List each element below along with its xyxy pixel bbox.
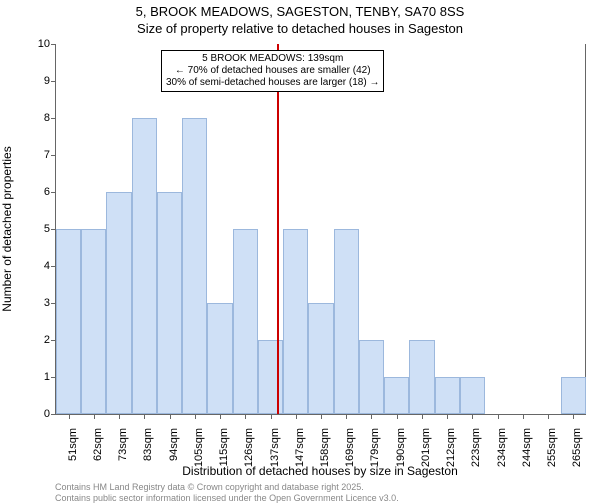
- y-tick-label: 3: [44, 297, 50, 309]
- x-tick-mark: [548, 414, 549, 419]
- x-tick-mark: [195, 414, 196, 419]
- y-tick-label: 1: [44, 371, 50, 383]
- x-tick-label: 255sqm: [546, 428, 558, 467]
- histogram-bar: [283, 229, 308, 414]
- y-tick-label: 8: [44, 112, 50, 124]
- x-tick-mark: [523, 414, 524, 419]
- x-tick-mark: [220, 414, 221, 419]
- x-tick-mark: [422, 414, 423, 419]
- histogram-bar: [359, 340, 384, 414]
- y-tick-mark: [51, 118, 56, 119]
- histogram-bar: [435, 377, 460, 414]
- x-tick-mark: [119, 414, 120, 419]
- y-tick-label: 7: [44, 149, 50, 161]
- x-tick-mark: [271, 414, 272, 419]
- x-tick-label: 201sqm: [420, 428, 432, 467]
- x-tick-label: 83sqm: [142, 428, 154, 461]
- x-tick-mark: [245, 414, 246, 419]
- x-tick-mark: [144, 414, 145, 419]
- histogram-bar: [460, 377, 485, 414]
- y-tick-label: 4: [44, 260, 50, 272]
- histogram-bar: [409, 340, 434, 414]
- x-tick-label: 51sqm: [67, 428, 79, 461]
- x-tick-label: 105sqm: [193, 428, 205, 467]
- histogram-bar: [207, 303, 232, 414]
- y-tick-mark: [51, 414, 56, 415]
- x-tick-label: 126sqm: [243, 428, 255, 467]
- histogram-bar: [182, 118, 207, 414]
- x-tick-mark: [69, 414, 70, 419]
- x-tick-mark: [296, 414, 297, 419]
- annotation-line2: ← 70% of detached houses are smaller (42…: [166, 65, 379, 77]
- x-tick-label: 73sqm: [117, 428, 129, 461]
- chart-title-line2: Size of property relative to detached ho…: [0, 21, 600, 36]
- x-tick-mark: [447, 414, 448, 419]
- x-tick-label: 62sqm: [92, 428, 104, 461]
- histogram-bar: [81, 229, 106, 414]
- footer-line1: Contains HM Land Registry data © Crown c…: [55, 482, 399, 493]
- y-tick-mark: [51, 303, 56, 304]
- x-tick-mark: [472, 414, 473, 419]
- histogram-bar: [561, 377, 586, 414]
- histogram-bar: [106, 192, 131, 414]
- x-tick-label: 169sqm: [344, 428, 356, 467]
- x-tick-label: 94sqm: [168, 428, 180, 461]
- y-tick-mark: [51, 229, 56, 230]
- x-tick-mark: [573, 414, 574, 419]
- y-tick-mark: [51, 155, 56, 156]
- x-tick-mark: [397, 414, 398, 419]
- footer-attribution: Contains HM Land Registry data © Crown c…: [55, 482, 399, 504]
- annotation-line3: 30% of semi-detached houses are larger (…: [166, 77, 379, 89]
- y-tick-label: 2: [44, 334, 50, 346]
- x-tick-label: 234sqm: [496, 428, 508, 467]
- y-tick-label: 5: [44, 223, 50, 235]
- x-tick-label: 179sqm: [369, 428, 381, 467]
- x-tick-label: 147sqm: [294, 428, 306, 467]
- y-tick-label: 9: [44, 75, 50, 87]
- histogram-bar: [56, 229, 81, 414]
- y-tick-mark: [51, 192, 56, 193]
- x-tick-mark: [321, 414, 322, 419]
- annotation-box: 5 BROOK MEADOWS: 139sqm← 70% of detached…: [161, 50, 384, 92]
- y-tick-label: 6: [44, 186, 50, 198]
- x-tick-mark: [498, 414, 499, 419]
- x-tick-label: 190sqm: [395, 428, 407, 467]
- x-tick-label: 115sqm: [218, 428, 230, 466]
- x-axis-label: Distribution of detached houses by size …: [55, 464, 585, 478]
- x-tick-label: 265sqm: [571, 428, 583, 467]
- x-tick-mark: [94, 414, 95, 419]
- chart-container: 5, BROOK MEADOWS, SAGESTON, TENBY, SA70 …: [0, 0, 600, 500]
- property-marker-line: [277, 44, 279, 414]
- plot-area: 51sqm62sqm73sqm83sqm94sqm105sqm115sqm126…: [55, 44, 586, 415]
- x-tick-label: 212sqm: [445, 428, 457, 467]
- x-tick-label: 158sqm: [319, 428, 331, 467]
- histogram-bar: [384, 377, 409, 414]
- chart-title-line1: 5, BROOK MEADOWS, SAGESTON, TENBY, SA70 …: [0, 4, 600, 19]
- y-tick-mark: [51, 377, 56, 378]
- histogram-bar: [334, 229, 359, 414]
- x-tick-mark: [170, 414, 171, 419]
- histogram-bar: [157, 192, 182, 414]
- y-axis-label: Number of detached properties: [0, 146, 14, 311]
- histogram-bar: [308, 303, 333, 414]
- y-tick-mark: [51, 266, 56, 267]
- y-tick-label: 10: [38, 38, 50, 50]
- footer-line2: Contains public sector information licen…: [55, 493, 399, 504]
- y-tick-mark: [51, 81, 56, 82]
- x-tick-mark: [371, 414, 372, 419]
- histogram-bar: [132, 118, 157, 414]
- annotation-line1: 5 BROOK MEADOWS: 139sqm: [166, 53, 379, 65]
- y-tick-label: 0: [44, 408, 50, 420]
- histogram-bar: [233, 229, 258, 414]
- y-tick-mark: [51, 44, 56, 45]
- x-tick-label: 137sqm: [269, 428, 281, 467]
- x-tick-mark: [346, 414, 347, 419]
- x-tick-label: 244sqm: [521, 428, 533, 467]
- plot-right-border: [585, 44, 586, 414]
- y-tick-mark: [51, 340, 56, 341]
- x-tick-label: 223sqm: [470, 428, 482, 467]
